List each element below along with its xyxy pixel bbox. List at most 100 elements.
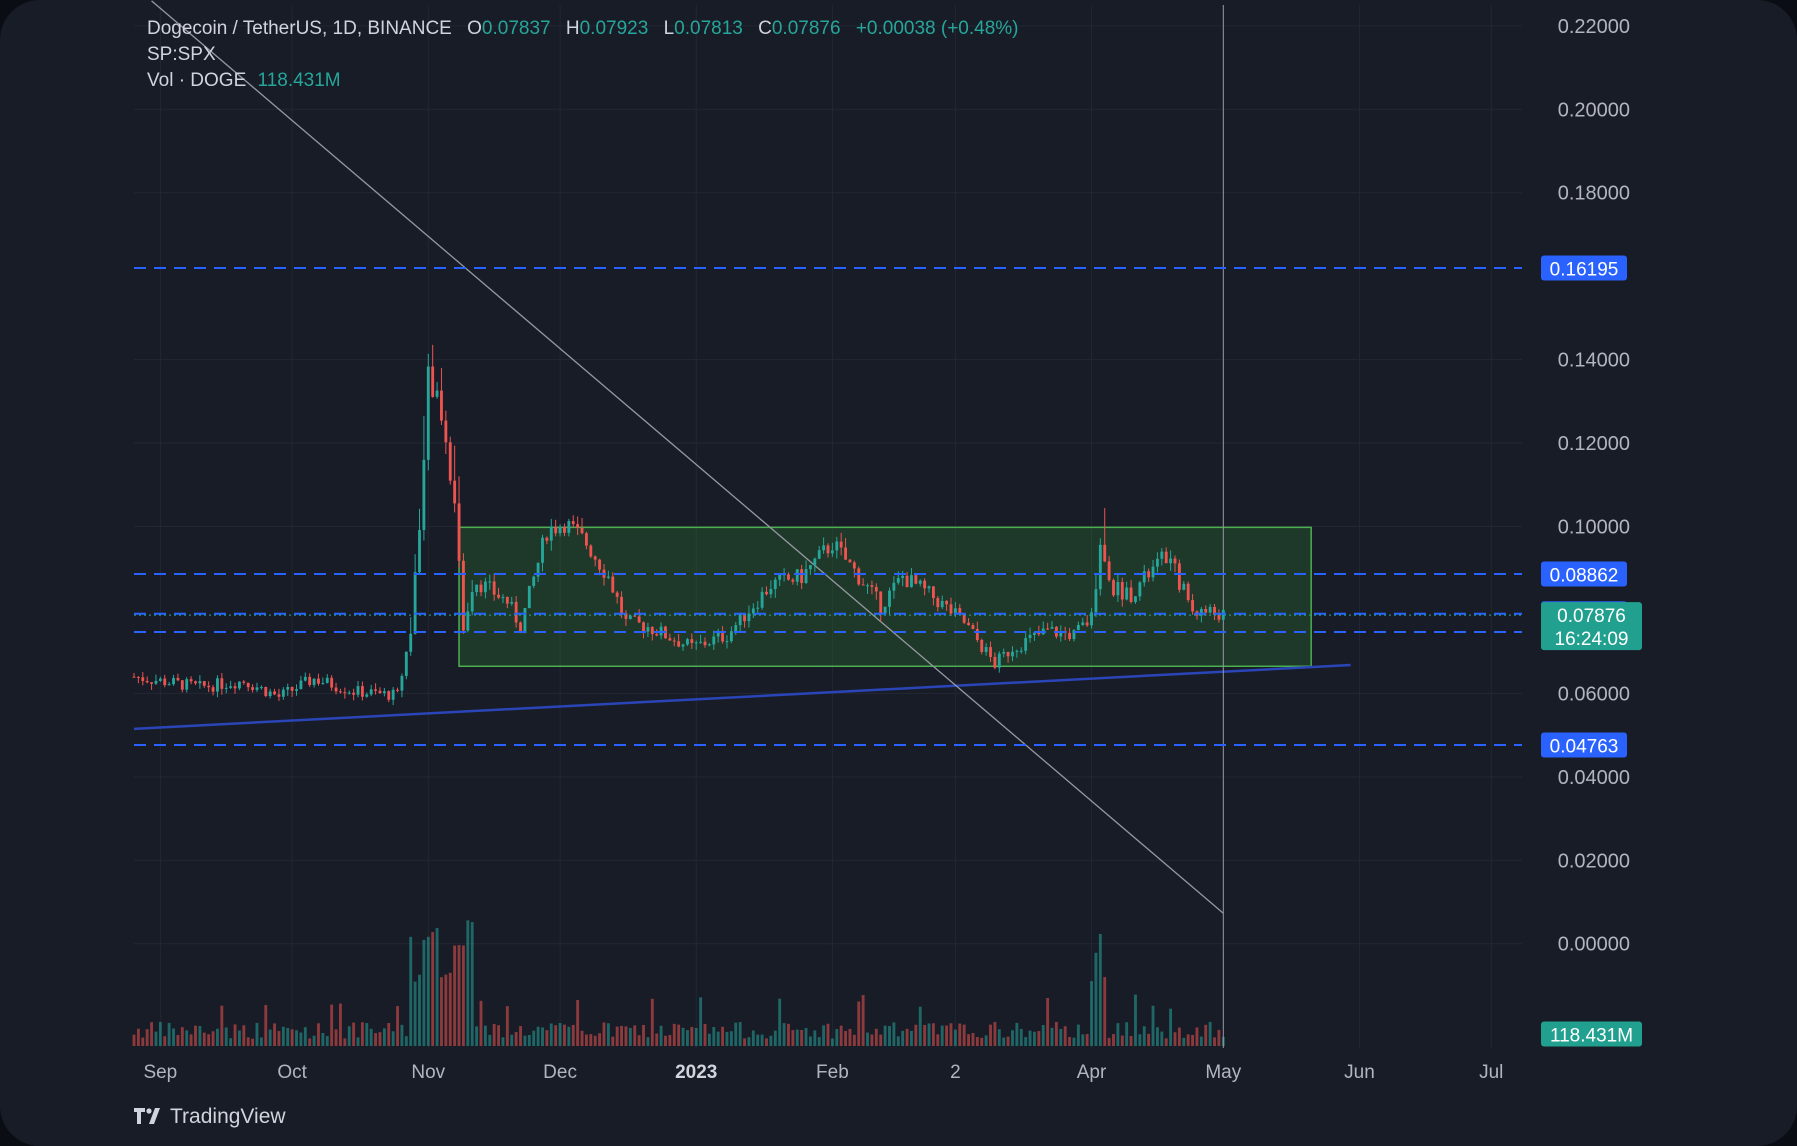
volume-bar: [993, 1021, 997, 1046]
volume-bar: [690, 1026, 694, 1046]
candle-body: [198, 681, 202, 684]
descending-trend-line[interactable]: [151, 0, 1224, 914]
volume-bar: [299, 1032, 303, 1046]
candle-body: [1164, 551, 1168, 564]
candle-body: [1112, 580, 1115, 596]
candle-body: [1094, 589, 1098, 613]
volume-bar: [1103, 977, 1107, 1046]
volume-bar: [1125, 1022, 1129, 1046]
volume-bar: [317, 1023, 320, 1046]
volume-bar: [198, 1026, 202, 1046]
volume-bar: [778, 998, 782, 1046]
candle-body: [712, 636, 716, 645]
candle-body: [172, 677, 175, 685]
candle-body: [668, 638, 672, 641]
candle-body: [167, 684, 171, 686]
candle-body: [571, 521, 575, 525]
volume-bar: [211, 1031, 215, 1046]
volume-bar: [246, 1037, 250, 1046]
volume-bar: [1116, 1023, 1120, 1046]
candle-body: [470, 592, 474, 612]
support-trend-line[interactable]: [133, 663, 1351, 731]
candle-body: [255, 687, 259, 690]
y-tick-label: 0.14000: [1558, 350, 1630, 372]
volume-bar: [1195, 1027, 1199, 1046]
candle-body: [1204, 609, 1208, 613]
candle-body: [721, 632, 725, 642]
volume-bar: [343, 1038, 347, 1046]
candle-body: [809, 565, 812, 570]
volume-bar: [756, 1034, 760, 1046]
y-tick-label: 0.06000: [1558, 683, 1630, 705]
volume-bar: [268, 1029, 272, 1046]
price-levels[interactable]: [134, 267, 1522, 746]
candle-body: [949, 604, 953, 614]
volume-bar: [488, 1034, 492, 1046]
volume-bar: [949, 1023, 953, 1046]
candle-body: [479, 584, 483, 593]
candle-body: [962, 613, 966, 623]
volume-bar: [514, 1032, 518, 1046]
volume-bar: [1204, 1024, 1208, 1046]
volume-bar: [927, 1023, 931, 1046]
tradingview-brand[interactable]: TradingView: [134, 1105, 286, 1129]
candle-body: [655, 634, 659, 636]
price-axis[interactable]: 0.22000 0.20000 0.18000 0.14000 0.12000 0.100…: [1558, 16, 1630, 956]
candle-body: [158, 678, 162, 681]
range-rectangle[interactable]: [458, 526, 1312, 668]
volume-bar: [677, 1024, 681, 1046]
volume-bar: [229, 1038, 233, 1046]
candle-body: [321, 682, 325, 684]
candle-body: [400, 675, 404, 691]
candle-body: [633, 615, 637, 617]
candle-body: [202, 681, 206, 686]
level-badge: 0.16195: [1541, 255, 1627, 281]
candle-body: [760, 591, 764, 608]
candle-body: [273, 691, 276, 695]
volume-bar: [563, 1024, 566, 1046]
candle-body: [1221, 609, 1225, 620]
volume-bar: [1169, 1008, 1173, 1046]
volume-bar: [1037, 1031, 1041, 1046]
volume-bar: [163, 1036, 167, 1046]
volume-bar: [1199, 1036, 1203, 1046]
time-axis[interactable]: Sep Oct Nov Dec 2023 Feb 2 Apr May Jun Jul: [143, 1062, 1503, 1083]
volume-bar: [1213, 1037, 1216, 1046]
candle-body: [1107, 561, 1111, 581]
volume-bar: [554, 1025, 558, 1046]
volume-bar: [936, 1034, 940, 1046]
range-box[interactable]: [458, 526, 1312, 668]
candle-body: [563, 526, 566, 533]
volume-bar: [1015, 1022, 1019, 1046]
volume-bar: [154, 1031, 158, 1046]
candle-body: [475, 584, 479, 593]
drawing-lines[interactable]: [133, 0, 1351, 1048]
volume-bar: [1129, 1035, 1133, 1046]
volume-bar: [1186, 1034, 1190, 1046]
candle-body: [606, 576, 610, 578]
candle-body: [339, 691, 342, 693]
volume-bar: [962, 1024, 966, 1046]
volume-bar: [1090, 981, 1093, 1046]
current-price-badge-bg: [1541, 602, 1642, 651]
volume-bar: [699, 997, 703, 1046]
x-tick-label: May: [1205, 1062, 1241, 1083]
volume-bar: [281, 1026, 285, 1046]
volume-bar: [325, 1036, 329, 1046]
volume-bar: [180, 1027, 184, 1046]
volume-bar: [830, 1038, 834, 1046]
level-badge-bg: [1541, 561, 1627, 587]
candle-body: [360, 686, 364, 697]
volume-bar: [971, 1033, 975, 1046]
candle-body: [993, 656, 997, 668]
candle-body: [497, 594, 500, 598]
volume-bar: [431, 932, 435, 1046]
candle-body: [264, 687, 268, 697]
volume-bar: [914, 1024, 918, 1046]
candle-body: [154, 680, 158, 684]
volume-bar: [800, 1029, 804, 1046]
volume-bar: [905, 1028, 909, 1046]
current-price-badge-text: 0.07876: [1557, 606, 1626, 627]
